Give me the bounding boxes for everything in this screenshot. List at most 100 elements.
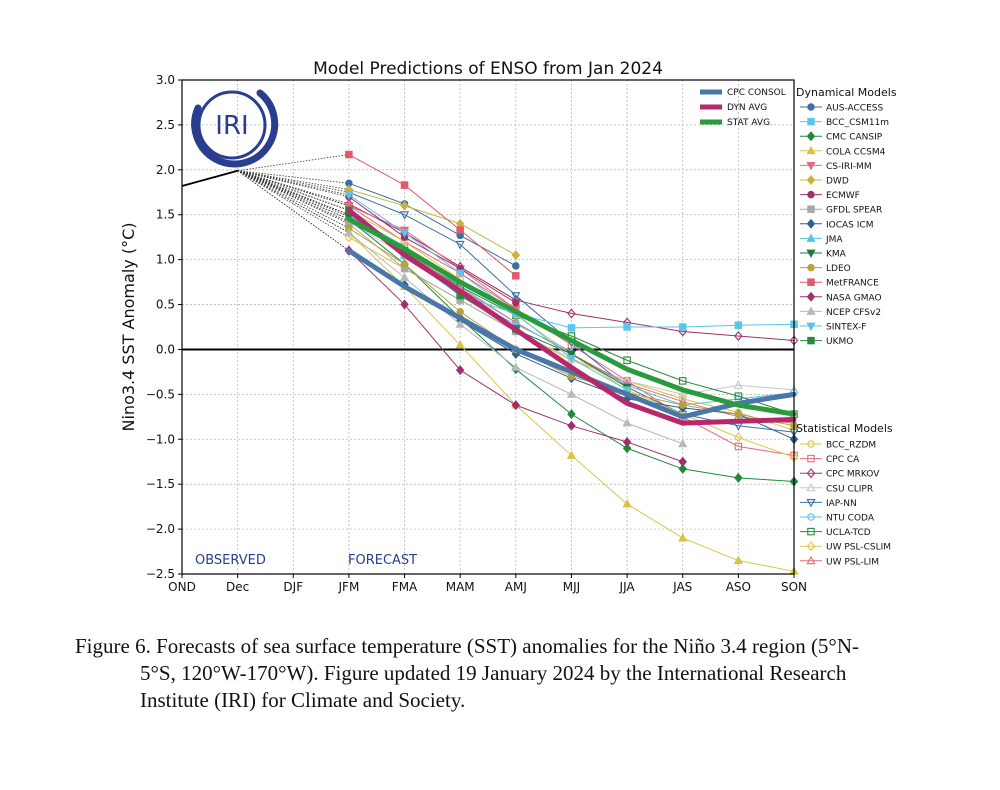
- data-point: [622, 436, 632, 447]
- legend-marker: [806, 555, 816, 565]
- y-tick-label: 3.0: [156, 73, 175, 87]
- dynamical-legend: Dynamical Models AUS-ACCESS BCC_CSM11m CMC…: [796, 86, 897, 347]
- legend-marker: [807, 263, 815, 272]
- y-tick-label: −0.5: [146, 387, 175, 401]
- legend-label: UKMO: [826, 337, 853, 347]
- legend-label: CPC CONSOL: [727, 88, 786, 98]
- connector-line: [237, 170, 350, 251]
- series-ncep-cfsv2: [344, 227, 688, 448]
- series-nasa-gmao: [344, 245, 687, 467]
- legend-label: DYN AVG: [727, 103, 767, 113]
- dynamical-legend-title: Dynamical Models: [796, 86, 897, 99]
- data-point: [399, 229, 410, 238]
- iri-logo: IRI: [191, 89, 279, 168]
- data-point: [678, 456, 687, 467]
- data-point: [734, 330, 743, 341]
- series-line: [348, 189, 517, 256]
- legend-marker: [806, 131, 816, 142]
- data-point: [399, 211, 410, 220]
- statistical-legend-title: Statistical Models: [796, 422, 893, 435]
- legend-marker: [806, 322, 816, 331]
- x-tick-label: FMA: [392, 580, 418, 594]
- y-tick-label: −2.5: [146, 567, 175, 581]
- y-tick-label: −2.0: [146, 522, 175, 536]
- data-point: [567, 409, 576, 420]
- legend-label: IAP-NN: [826, 499, 857, 509]
- legend-label: NTU CODA: [826, 514, 875, 524]
- connector-line: [237, 170, 349, 193]
- x-tick-label: DJF: [283, 580, 303, 594]
- legend-label: GFDL SPEAR: [826, 206, 882, 216]
- data-point: [512, 272, 520, 280]
- x-tick-label: Dec: [226, 580, 249, 594]
- data-point: [399, 272, 410, 282]
- connector-line: [237, 170, 350, 220]
- x-tick-label: AMJ: [505, 580, 527, 594]
- data-point: [622, 418, 632, 427]
- legend-marker: [807, 278, 815, 286]
- legend-label: CS-IRI-MM: [826, 162, 872, 172]
- series-layer: [181, 150, 799, 575]
- y-tick-label: 0.5: [156, 298, 175, 312]
- series-line: [348, 205, 795, 456]
- data-point: [678, 323, 687, 331]
- series-metfrance: [345, 150, 520, 280]
- legend-marker: [806, 468, 816, 479]
- y-tick-label: 2.5: [156, 118, 175, 132]
- legend-label: DWD: [826, 177, 849, 187]
- x-tick-label: OND: [168, 580, 196, 594]
- connector-line: [237, 170, 350, 216]
- average-line-stat-avg: [346, 216, 797, 417]
- legend-marker: [807, 336, 815, 345]
- caption-line-1: Figure 6. Forecasts of sea surface tempe…: [75, 634, 859, 658]
- legend-label: AUS-ACCESS: [826, 104, 883, 114]
- series-ldeo: [345, 224, 798, 430]
- data-point: [678, 438, 688, 448]
- data-point: [734, 442, 743, 451]
- legend-marker: [806, 291, 816, 302]
- data-point: [344, 191, 354, 200]
- data-point: [456, 226, 464, 234]
- data-point: [678, 401, 687, 409]
- legend-marker: [807, 513, 815, 521]
- legend-marker: [806, 174, 816, 186]
- data-point: [345, 150, 353, 159]
- series-line: [348, 182, 517, 267]
- connector-line: [237, 170, 350, 205]
- data-point: [566, 355, 577, 364]
- legend-marker: [807, 103, 815, 111]
- legend-label: MetFRANCE: [826, 279, 879, 289]
- legend-marker: [807, 527, 815, 536]
- legend-marker: [807, 117, 815, 126]
- statistical-legend: Statistical Models BCC_RZDM CPC CA CPC MRK…: [796, 422, 893, 567]
- y-tick-label: −1.5: [146, 477, 175, 491]
- connector-line: [237, 170, 350, 234]
- connector-line: [237, 170, 349, 190]
- legend-label: CSU CLIPR: [826, 484, 873, 494]
- data-point: [733, 380, 743, 389]
- series-line: [348, 203, 795, 341]
- data-point: [566, 450, 577, 459]
- data-point: [734, 410, 743, 418]
- legend-label: IOCAS ICM: [826, 220, 873, 230]
- chart-title: Model Predictions of ENSO from Jan 2024: [313, 59, 663, 79]
- data-point: [400, 200, 409, 211]
- data-point: [344, 227, 354, 237]
- legend-label: NASA GMAO: [826, 293, 882, 303]
- data-point: [511, 250, 521, 261]
- y-tick-label: −1.0: [146, 432, 175, 446]
- x-tick-label: JJA: [619, 580, 636, 594]
- y-axis-label: Nino3.4 SST Anomaly (°C): [119, 223, 138, 432]
- legend-marker: [806, 161, 816, 171]
- x-tick-label: MAM: [446, 580, 475, 594]
- data-point: [455, 339, 465, 349]
- data-point: [512, 262, 520, 270]
- data-point: [623, 356, 631, 364]
- data-point: [455, 269, 465, 279]
- data-point: [400, 260, 409, 268]
- data-point: [512, 298, 520, 307]
- data-point: [400, 299, 409, 310]
- observed-label: OBSERVED: [195, 553, 266, 568]
- data-point: [511, 400, 521, 411]
- connector-line: [237, 154, 349, 172]
